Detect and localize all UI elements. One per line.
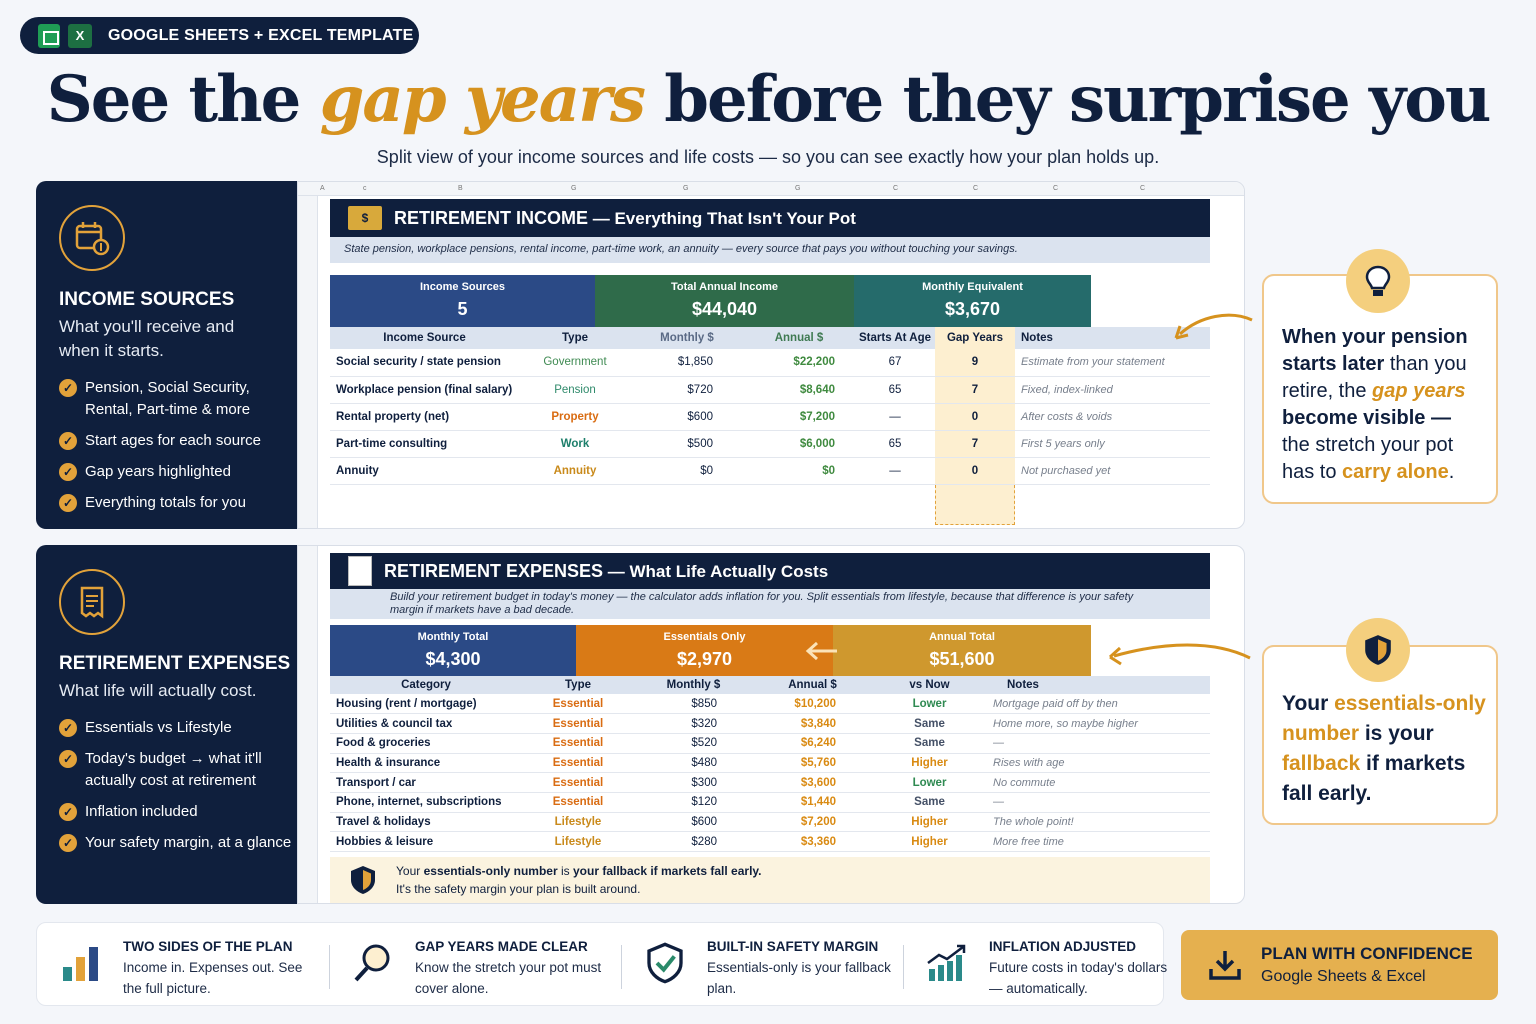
- receipt-icon: [59, 569, 125, 635]
- check-icon: ✓: [59, 432, 77, 450]
- pointer-arrow: [1108, 643, 1251, 666]
- bullet-item: ✓ Essentials vs Lifestyle: [59, 717, 294, 739]
- left-arrow-icon: [805, 641, 837, 661]
- headline: See the gap years before they surprise y…: [46, 62, 1492, 137]
- table-row: Housing (rent / mortgage) Essential $850 $1…: [330, 694, 1210, 715]
- table-header-row: Category Type Monthly $ Annual $ vs Now Notes: [330, 676, 1210, 694]
- check-icon: ✓: [59, 834, 77, 852]
- calendar-coins-icon: [59, 205, 125, 271]
- badge-label: GOOGLE SHEETS + EXCEL TEMPLATE: [108, 26, 414, 44]
- bullet-item: ✓ Your safety margin, at a glance: [59, 832, 294, 854]
- gap-column-highlight: [935, 485, 1015, 525]
- table-row: Transport / car Essential $300 $3,600 Lower N…: [330, 772, 1210, 793]
- feature-gap-years: GAP YEARS MADE CLEAR Know the stretch you…: [349, 939, 605, 999]
- expense-bullets: ✓ Essentials vs Lifestyle ✓ Today's budget…: [59, 717, 297, 854]
- table-row: Part-time consulting Work $500 $6,000 65 7 Fir…: [330, 430, 1210, 458]
- excel-icon: X: [68, 23, 92, 48]
- subhead: Split view of your income sources and li…: [376, 147, 1160, 167]
- income-table: Income Source Type Monthly $ Annual $ Starts…: [330, 327, 1210, 485]
- expense-title-bar: RETIREMENT EXPENSES — What Life Actually…: [330, 553, 1210, 589]
- income-panel-desc: What you'll receive and when it starts.: [59, 317, 235, 360]
- table-row: Food & groceries Essential $520 $6,240 Same —: [330, 733, 1210, 754]
- check-icon: ✓: [59, 494, 77, 512]
- money-icon: $: [348, 206, 382, 230]
- bullet-item: ✓ Inflation included: [59, 801, 294, 823]
- expense-panel: RETIREMENT EXPENSES What life will actua…: [36, 545, 297, 904]
- income-subtitle: State pension, workplace pensions, renta…: [330, 237, 1210, 263]
- cta-subtitle: Google Sheets & Excel: [1261, 968, 1426, 985]
- income-panel-title: INCOME SOURCES: [59, 289, 235, 310]
- check-icon: ✓: [59, 750, 77, 768]
- kpi-annual-total: Annual Total $51,600: [833, 625, 1091, 677]
- check-icon: ✓: [59, 463, 77, 481]
- magnifier-icon: [349, 939, 397, 987]
- kpi-monthly-equivalent: Monthly Equivalent $3,670: [854, 275, 1091, 327]
- check-icon: ✓: [59, 719, 77, 737]
- divider: [903, 945, 904, 989]
- check-icon: ✓: [59, 379, 77, 397]
- shield-icon: [351, 866, 375, 894]
- income-bullets: ✓ Pension, Social Security, Rental, Part-…: [59, 377, 297, 514]
- table-header-row: Income Source Type Monthly $ Annual $ Starts…: [330, 327, 1210, 349]
- kpi-total-annual: Total Annual Income $44,040: [595, 275, 854, 327]
- feature-safety-margin: BUILT-IN SAFETY MARGIN Essentials-only is…: [641, 939, 897, 999]
- template-badge: X GOOGLE SHEETS + EXCEL TEMPLATE: [20, 17, 419, 54]
- table-row: Utilities & council tax Essential $320 $3,8…: [330, 713, 1210, 734]
- trend-chart-icon: [923, 939, 971, 987]
- expense-panel-desc: What life will actually cost.: [59, 681, 257, 700]
- expense-subtitle: Build your retirement budget in today's …: [330, 589, 1210, 619]
- bullet-item: ✓ Gap years highlighted: [59, 461, 294, 483]
- table-row: Hobbies & leisure Lifestyle $280 $3,360 High…: [330, 831, 1210, 852]
- check-icon: ✓: [59, 803, 77, 821]
- bar-chart-icon: [57, 939, 105, 987]
- bullet-item: ✓ Today's budget → what it'll actually co…: [59, 748, 294, 792]
- shield-check-icon: [641, 939, 689, 987]
- document-icon: [348, 556, 372, 586]
- bullet-item: ✓ Start ages for each source: [59, 430, 294, 452]
- lightbulb-icon: [1346, 249, 1410, 313]
- download-icon: [1209, 951, 1241, 980]
- shield-icon: [1346, 618, 1410, 682]
- expense-panel-title: RETIREMENT EXPENSES: [59, 653, 291, 674]
- fallback-banner: Your essentials-only number is your fall…: [330, 857, 1210, 903]
- kpi-essentials-only: Essentials Only $2,970: [576, 625, 833, 677]
- feature-inflation: INFLATION ADJUSTED Future costs in today'…: [923, 939, 1179, 999]
- row-number-bar: [298, 196, 318, 528]
- table-row: Rental property (net) Property $600 $7,200—…: [330, 403, 1210, 431]
- kpi-monthly-total: Monthly Total $4,300: [330, 625, 576, 677]
- expense-table: Category Type Monthly $ Annual $ vs Now Notes…: [330, 676, 1210, 852]
- google-sheets-icon: [38, 23, 60, 48]
- table-row: Travel & holidays Lifestyle $600 $7,200 High…: [330, 812, 1210, 833]
- income-title-bar: $ RETIREMENT INCOME — Everything That Is…: [330, 199, 1210, 237]
- table-row: Phone, internet, subscriptions Essential $…: [330, 792, 1210, 813]
- cta-title: PLAN WITH CONFIDENCE: [1261, 944, 1473, 963]
- expense-sheet: RETIREMENT EXPENSES — What Life Actually…: [297, 545, 1245, 904]
- divider: [621, 945, 622, 989]
- table-row: Annuity Annuity $0 $0—0 Not purchased yet: [330, 457, 1210, 485]
- table-row: Health & insurance Essential $480 $5,760 Hig…: [330, 753, 1210, 774]
- table-row: Workplace pension (final salary) Pension $…: [330, 376, 1210, 404]
- pointer-arrow: [1174, 313, 1253, 340]
- kpi-income-sources: Income Sources 5: [330, 275, 595, 327]
- table-row: Social security / state pension Governmen…: [330, 349, 1210, 377]
- plan-with-confidence-button[interactable]: PLAN WITH CONFIDENCE Google Sheets & Exc…: [1181, 930, 1498, 1000]
- income-panel: INCOME SOURCES What you'll receive and w…: [36, 181, 297, 529]
- feature-two-sides: TWO SIDES OF THE PLAN Income in. Expenses…: [57, 939, 313, 999]
- bullet-item: ✓ Pension, Social Security, Rental, Part-…: [59, 377, 294, 421]
- bullet-item: ✓ Everything totals for you: [59, 492, 294, 514]
- feature-strip: TWO SIDES OF THE PLAN Income in. Expenses…: [36, 922, 1167, 1006]
- row-number-bar: [298, 546, 318, 903]
- divider: [329, 945, 330, 989]
